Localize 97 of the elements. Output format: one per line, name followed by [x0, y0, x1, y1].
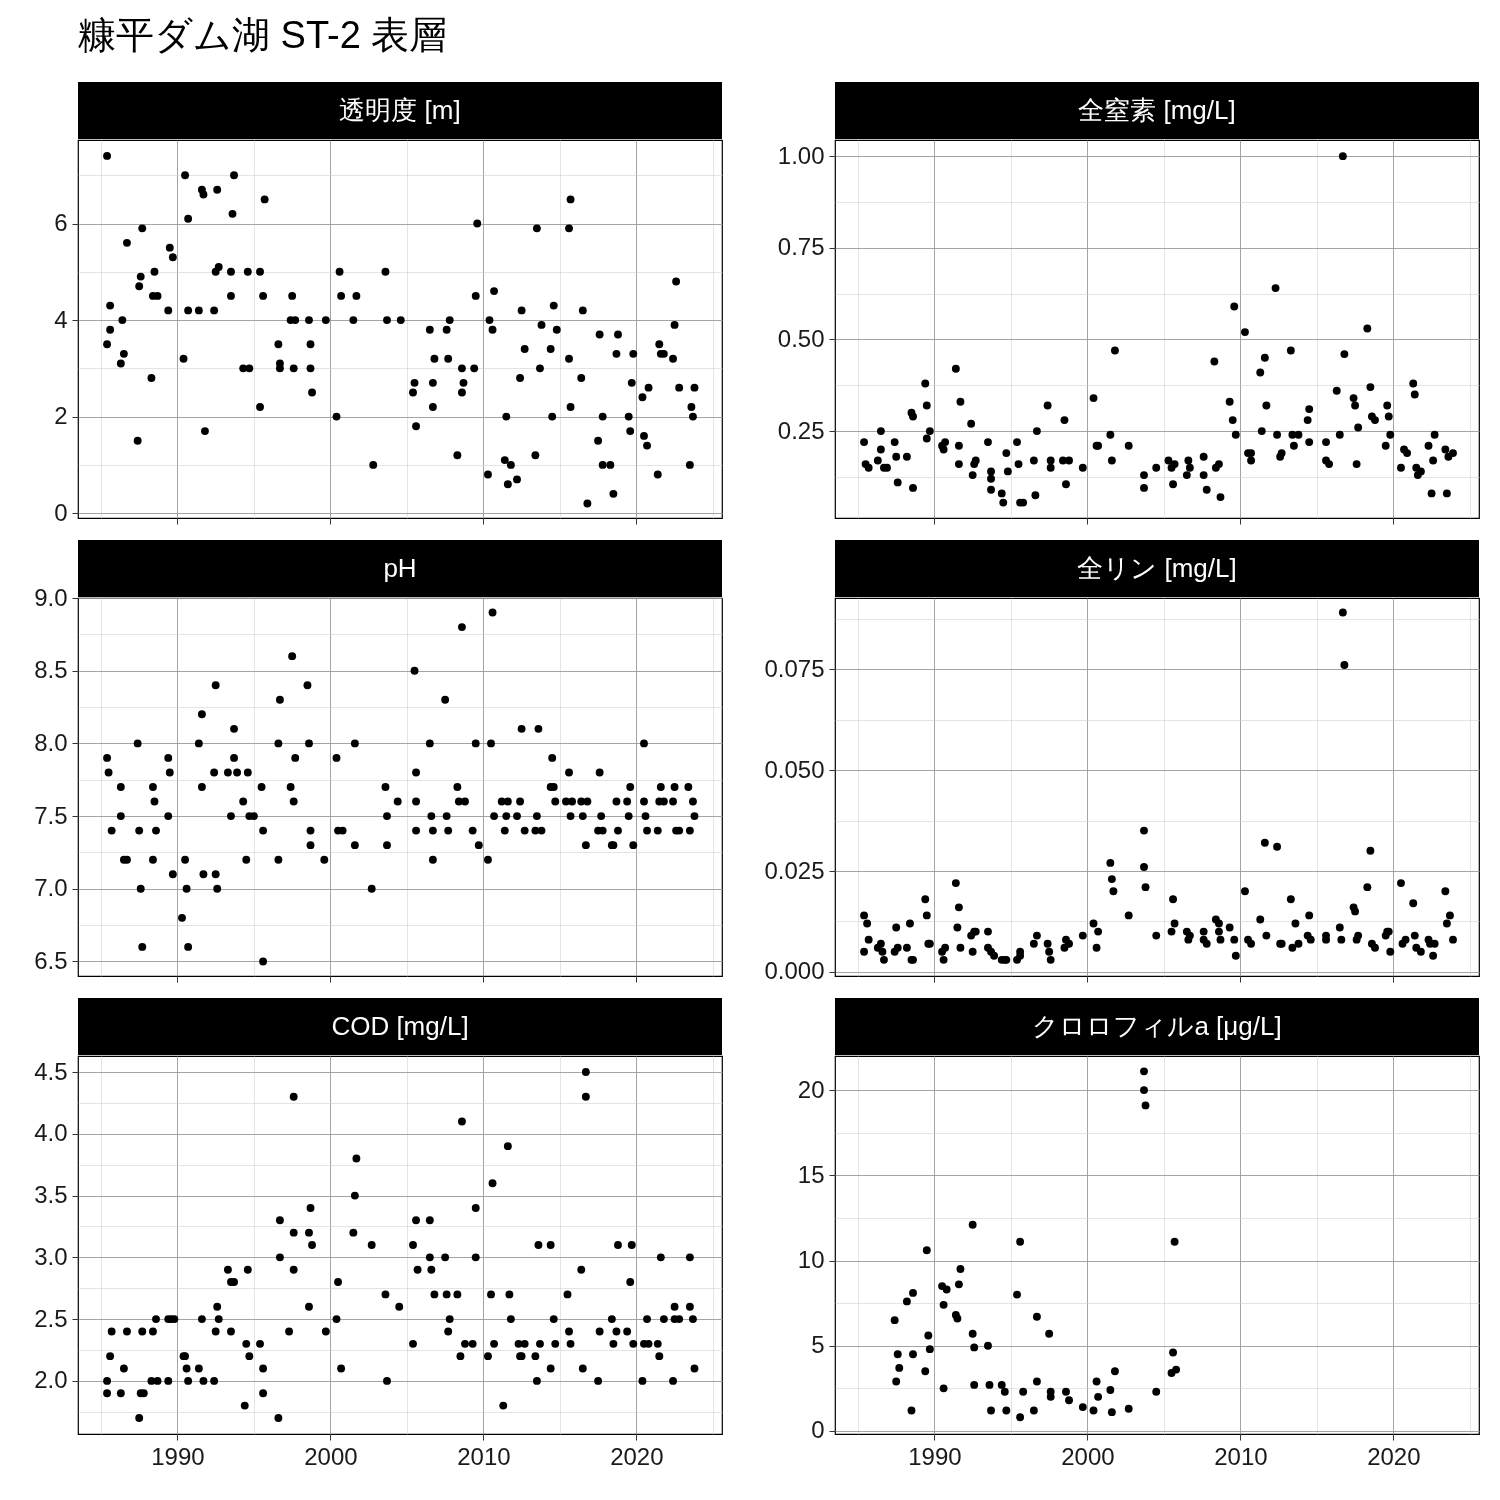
point [1152, 1387, 1161, 1396]
y-tick-label: 6.5 [34, 946, 68, 974]
y-tick-label: 2 [54, 402, 68, 430]
point [956, 1265, 965, 1273]
point [953, 1314, 962, 1323]
x-tick-label: 2000 [304, 1442, 358, 1470]
y-tick-label: 4.5 [34, 1057, 68, 1085]
point [1140, 1067, 1148, 1076]
x-tick-label: 2020 [610, 1442, 664, 1470]
y-tick-label: 0.025 [764, 856, 825, 884]
point [1029, 1406, 1038, 1415]
point [924, 1331, 933, 1340]
chart-title: クロロフィルa [μg/L] [1032, 1011, 1282, 1041]
point [1019, 1387, 1028, 1396]
point [970, 1343, 979, 1352]
point [1000, 1387, 1009, 1396]
point [893, 1350, 902, 1359]
x-tick-label: 2010 [457, 1442, 511, 1470]
point [1124, 1404, 1133, 1413]
point [1106, 1386, 1115, 1394]
point [984, 1341, 992, 1350]
y-tick-label: 10 [797, 1246, 825, 1274]
point [892, 1377, 901, 1386]
chart-title: 全窒素 [mg/L] [1078, 95, 1236, 125]
point [1016, 1237, 1025, 1246]
point [939, 1384, 948, 1393]
y-tick-label: 8.5 [34, 656, 68, 684]
point [909, 1288, 917, 1297]
point [985, 1380, 994, 1389]
point [1062, 1387, 1070, 1396]
x-tick-label: 2000 [1061, 1442, 1115, 1470]
chart-title: COD [mg/L] [331, 1011, 469, 1041]
text: 糠平ダム湖 ST-2 表層 [78, 13, 448, 58]
y-tick-label: 1.00 [777, 141, 825, 169]
chart-title: pH [383, 553, 417, 583]
point [968, 1329, 977, 1338]
point [1169, 1348, 1177, 1357]
point [1107, 1408, 1116, 1417]
point [1013, 1290, 1021, 1299]
x-tick-label: 1990 [151, 1442, 205, 1470]
y-tick-label: 15 [797, 1160, 825, 1188]
y-tick-label: 0.75 [777, 233, 825, 261]
point [987, 1406, 995, 1415]
y-tick-label: 0.25 [777, 416, 825, 444]
point [1002, 1406, 1011, 1415]
y-tick-label: 0.000 [764, 957, 825, 985]
y-tick-label: 3.5 [34, 1181, 68, 1209]
point [902, 1297, 911, 1306]
point [1045, 1329, 1054, 1338]
y-tick-label: 6 [54, 209, 68, 237]
x-tick-label: 1990 [908, 1442, 962, 1470]
point [907, 1406, 916, 1415]
point [895, 1363, 904, 1372]
y-tick-label: 4 [54, 305, 68, 333]
point [1089, 1406, 1098, 1415]
point [942, 1285, 951, 1294]
y-tick-label: 9.0 [34, 583, 68, 611]
point [1016, 1413, 1025, 1422]
point [922, 1246, 931, 1255]
y-tick-label: 8.0 [34, 728, 68, 756]
chart-title: 全リン [mg/L] [1077, 553, 1237, 583]
point [954, 1280, 963, 1289]
y-tick-label: 5 [811, 1331, 825, 1359]
y-tick-label: 0.50 [777, 324, 825, 352]
y-tick-label: 2.0 [34, 1366, 68, 1394]
y-tick-label: 7.5 [34, 801, 68, 829]
point [909, 1350, 917, 1359]
y-tick-label: 7.0 [34, 874, 68, 902]
point [921, 1367, 930, 1376]
point [1172, 1365, 1181, 1374]
y-tick-label: 0 [811, 1416, 825, 1444]
point [970, 1380, 979, 1389]
point [1065, 1396, 1073, 1405]
y-tick-label: 0.050 [764, 755, 825, 783]
point [1078, 1403, 1087, 1411]
point [1141, 1101, 1150, 1110]
point [939, 1300, 948, 1309]
chart-title: 透明度 [m] [339, 95, 461, 125]
point [925, 1345, 934, 1354]
y-tick-label: 2.5 [34, 1304, 68, 1332]
x-tick-label: 2010 [1214, 1442, 1268, 1470]
y-tick-label: 0 [54, 498, 68, 526]
point [1032, 1312, 1041, 1321]
point [997, 1380, 1006, 1389]
y-tick-label: 3.0 [34, 1242, 68, 1270]
point [1111, 1367, 1119, 1376]
point [1032, 1377, 1041, 1386]
point [1094, 1392, 1103, 1401]
point [968, 1220, 977, 1229]
point [1092, 1377, 1101, 1386]
y-tick-label: 4.0 [34, 1119, 68, 1147]
y-tick-label: 0.075 [764, 654, 825, 682]
point [1140, 1086, 1148, 1095]
point [890, 1316, 899, 1325]
x-tick-label: 2020 [1367, 1442, 1421, 1470]
y-tick-label: 20 [797, 1075, 825, 1103]
point [1170, 1237, 1179, 1246]
